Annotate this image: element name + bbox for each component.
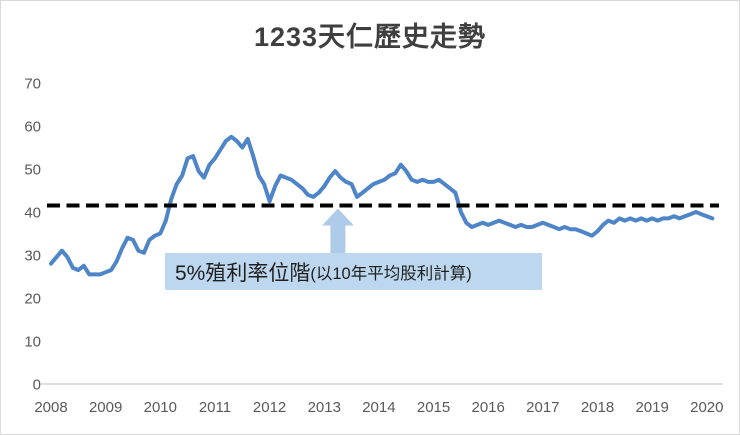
x-axis-tick-label: 2017 xyxy=(526,399,559,416)
y-axis-tick-label: 0 xyxy=(33,377,41,394)
x-axis-tick-label: 2012 xyxy=(253,399,286,416)
y-axis-tick-label: 60 xyxy=(24,119,41,136)
annotation-arrow-up-icon xyxy=(321,208,354,255)
x-axis-tick-label: 2013 xyxy=(308,399,341,416)
x-axis-tick-label: 2008 xyxy=(34,399,67,416)
x-axis-tick-label: 2011 xyxy=(199,399,231,416)
y-axis-tick-label: 20 xyxy=(24,291,41,308)
x-axis-tick-label: 2010 xyxy=(144,399,177,416)
x-axis-tick-label: 2016 xyxy=(472,399,505,416)
y-axis-tick-label: 30 xyxy=(24,248,41,265)
annotation-text-sub: (以10年平均股利計算) xyxy=(310,264,472,283)
x-axis-tick-label: 2014 xyxy=(362,399,395,416)
x-axis-tick-label: 2015 xyxy=(417,399,450,416)
price-line-series xyxy=(49,134,715,277)
x-axis-tick-label: 2019 xyxy=(635,399,668,416)
x-axis-tick-label: 2009 xyxy=(89,399,122,416)
y-axis-tick-label: 50 xyxy=(24,162,41,179)
y-axis-tick-label: 70 xyxy=(24,76,41,93)
x-axis-tick-label: 2020 xyxy=(690,399,723,416)
y-axis-tick-label: 10 xyxy=(24,334,41,351)
chart-title: 1233天仁歷史走勢 xyxy=(253,22,487,52)
x-axis-tick-label: 2018 xyxy=(581,399,614,416)
y-axis-tick-label: 40 xyxy=(24,205,41,222)
annotation-text-main: 5%殖利率位階 xyxy=(175,261,311,285)
yield-annotation-box: 5%殖利率位階 (以10年平均股利計算) xyxy=(165,253,542,290)
